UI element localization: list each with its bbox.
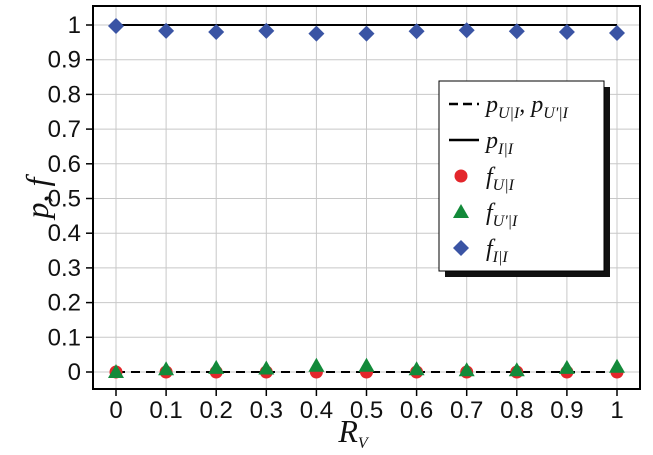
y-tick-label: 0.1 [48, 324, 81, 351]
reference-lines [116, 24, 617, 373]
x-tick-label: 0.6 [400, 397, 433, 424]
data-point-fI [408, 23, 425, 40]
y-tick-label: 0.7 [48, 116, 81, 143]
data-point-fUp [609, 358, 625, 373]
data-point-fUp [308, 357, 325, 372]
data-point-fI [108, 18, 124, 35]
data-point-fI [609, 24, 625, 41]
legend-label: pU|I, pU'|I [484, 92, 569, 122]
data-point-fI [308, 25, 325, 42]
data-point-fI [208, 23, 225, 40]
x-tick-labels: 0 0.1 0.2 0.3 0.4 0.5 0.6 0.7 0.8 0.9 1 [109, 397, 623, 424]
data-point-fUp [108, 364, 124, 378]
data-point-fI [458, 22, 475, 39]
x-tick-label: 0.3 [250, 397, 283, 424]
y-tick-label: 0.9 [48, 47, 81, 74]
data-point-fUp [408, 361, 425, 376]
data-point-fUp [458, 362, 475, 377]
x-tick-label: 0.2 [200, 397, 233, 424]
y-axis-label: p, f [19, 173, 55, 220]
data-point-fI [358, 25, 375, 42]
x-axis-label: RV [337, 413, 370, 452]
y-tick-label: 0.4 [48, 220, 81, 247]
legend-swatch-fUp [453, 204, 469, 218]
legend-swatch-fI [453, 240, 469, 256]
data-point-fI [508, 23, 525, 40]
y-tick-label: 0 [68, 359, 81, 386]
data-point-fI [558, 23, 575, 40]
legend: pU|I, pU'|I pI|I fU|I fU'|I fI|I [438, 80, 610, 277]
x-tick-label: 0 [109, 397, 122, 424]
data-points [108, 18, 625, 379]
legend-swatch-fU [454, 169, 468, 183]
legend-label: fU|I [486, 164, 515, 194]
y-tick-label: 1 [68, 12, 81, 39]
data-point-fUp [258, 360, 275, 375]
data-point-fI [158, 22, 175, 39]
legend-label: fU'|I [486, 200, 518, 230]
y-tick-label: 0.6 [48, 151, 81, 178]
legend-label: fI|I [486, 236, 508, 266]
plot-frame [92, 5, 641, 390]
y-tick-label: 0.5 [48, 186, 81, 213]
x-tick-label: 1 [610, 397, 623, 424]
y-tick-labels: 0 0.1 0.2 0.3 0.4 0.5 0.6 0.7 0.8 0.9 1 [48, 12, 81, 386]
data-point-fI [258, 22, 275, 39]
x-tick-label: 0.4 [300, 397, 333, 424]
x-tick-label: 0.9 [550, 397, 583, 424]
y-tick-label: 0.2 [48, 290, 81, 317]
legend-label: pI|I [484, 128, 514, 158]
y-tick-label: 0.3 [48, 255, 81, 282]
y-tick-label: 0.8 [48, 81, 81, 108]
data-point-fUp [508, 362, 525, 377]
x-tick-label: 0.7 [450, 397, 483, 424]
data-point-fUp [358, 357, 375, 372]
data-point-fUp [158, 361, 175, 376]
x-tick-label: 0.5 [350, 397, 383, 424]
data-point-fUp [208, 359, 225, 374]
x-tick-label: 0.1 [149, 397, 182, 424]
data-point-fUp [558, 359, 575, 374]
x-tick-label: 0.8 [500, 397, 533, 424]
